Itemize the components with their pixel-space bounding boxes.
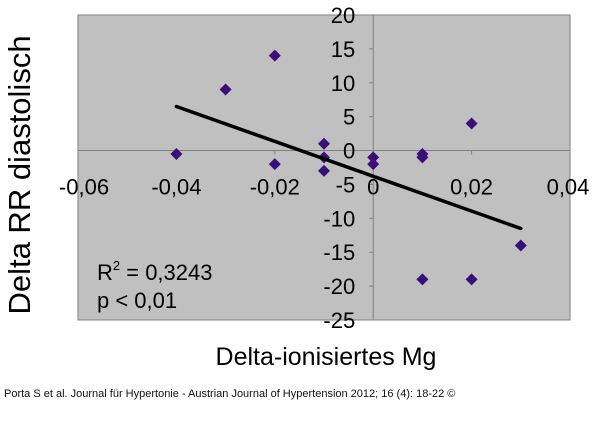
data-point — [416, 273, 429, 286]
data-point — [514, 239, 527, 252]
x-tick-label: -0,02 — [250, 175, 300, 200]
y-tick-label: 0 — [343, 139, 355, 164]
y-tick-label: -25 — [323, 308, 355, 333]
y-tick-labels: 20 15 10 5 0 -5 -10 -15 -20 -25 — [323, 3, 355, 333]
r-squared-symbol: R — [97, 260, 113, 285]
source-caption: Porta S et al. Journal für Hypertonie - … — [4, 388, 456, 400]
x-axis-title: Delta-ionisiertes Mg — [216, 343, 437, 371]
x-tick-label: 0,04 — [547, 175, 590, 200]
data-point — [416, 151, 429, 164]
data-point — [268, 158, 281, 171]
data-point — [465, 117, 478, 130]
r-squared-annotation: R2 = 0,3243 — [97, 258, 213, 285]
y-tick-label: 10 — [331, 71, 355, 96]
x-tick-label: -0,06 — [59, 175, 109, 200]
y-tick-label: 5 — [343, 105, 355, 130]
y-tick-label: -10 — [323, 206, 355, 231]
p-value-annotation: p < 0,01 — [97, 288, 177, 313]
data-points — [170, 49, 527, 286]
trendline — [174, 104, 523, 231]
data-point — [465, 273, 478, 286]
data-point — [318, 164, 330, 177]
data-point — [268, 49, 281, 62]
x-tick-label: 0,02 — [450, 175, 493, 200]
x-tick-label: 0 — [367, 175, 379, 200]
x-tick-label: -0,04 — [151, 175, 201, 200]
data-point — [367, 158, 380, 171]
r-squared-exponent: 2 — [113, 258, 120, 273]
y-tick-label: -5 — [336, 172, 356, 197]
trendline-group — [174, 104, 523, 231]
data-point — [367, 151, 380, 164]
data-point — [170, 147, 183, 160]
data-point — [318, 137, 330, 150]
y-axis-title: Delta RR diastolisch — [2, 35, 37, 314]
y-tick-label: -20 — [323, 274, 355, 299]
data-point — [219, 83, 232, 96]
y-tick-label: 20 — [331, 3, 355, 28]
y-tick-label: -15 — [323, 240, 355, 265]
y-tick-label: 15 — [331, 37, 355, 62]
x-tick-labels: -0,06 -0,04 -0,02 0 0,02 0,04 — [59, 175, 589, 200]
r-squared-value: = 0,3243 — [120, 260, 212, 285]
